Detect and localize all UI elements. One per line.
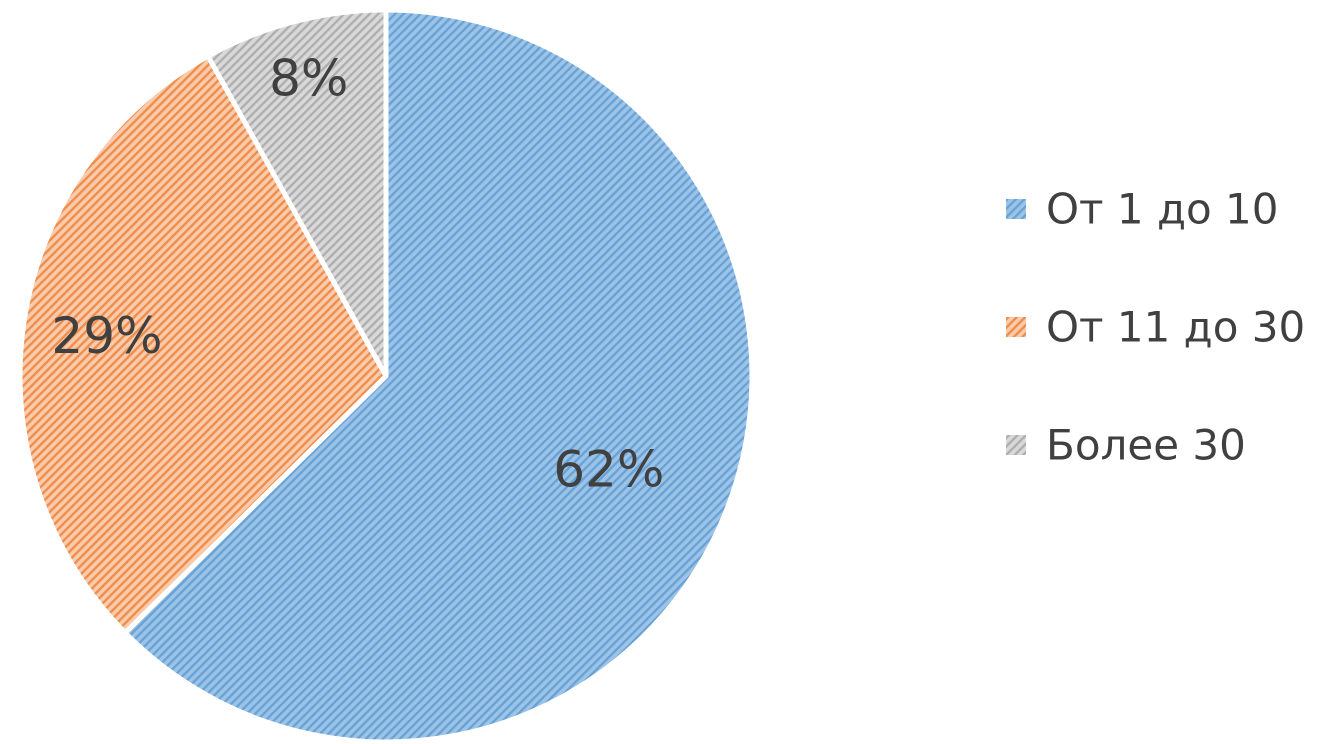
legend: От 1 до 10 От 11 до 30 Более 30	[1006, 185, 1305, 470]
legend-label-1: От 1 до 10	[1046, 185, 1278, 234]
pie-slices	[17, 7, 755, 744]
legend-swatch-1	[1006, 199, 1026, 219]
data-labels: 62% 29% 8%	[51, 49, 664, 498]
data-label-2: 29%	[51, 307, 162, 365]
legend-swatch-2	[1006, 317, 1026, 337]
pie-slice-1	[122, 7, 755, 744]
pie-slice-3	[205, 7, 389, 379]
legend-label-2: От 11 до 30	[1046, 303, 1305, 352]
data-label-1: 62%	[553, 440, 664, 498]
legend-label-3: Более 30	[1046, 421, 1246, 470]
pie-slice-2	[17, 53, 389, 636]
legend-swatch-3	[1006, 435, 1026, 455]
data-label-3: 8%	[269, 49, 348, 107]
